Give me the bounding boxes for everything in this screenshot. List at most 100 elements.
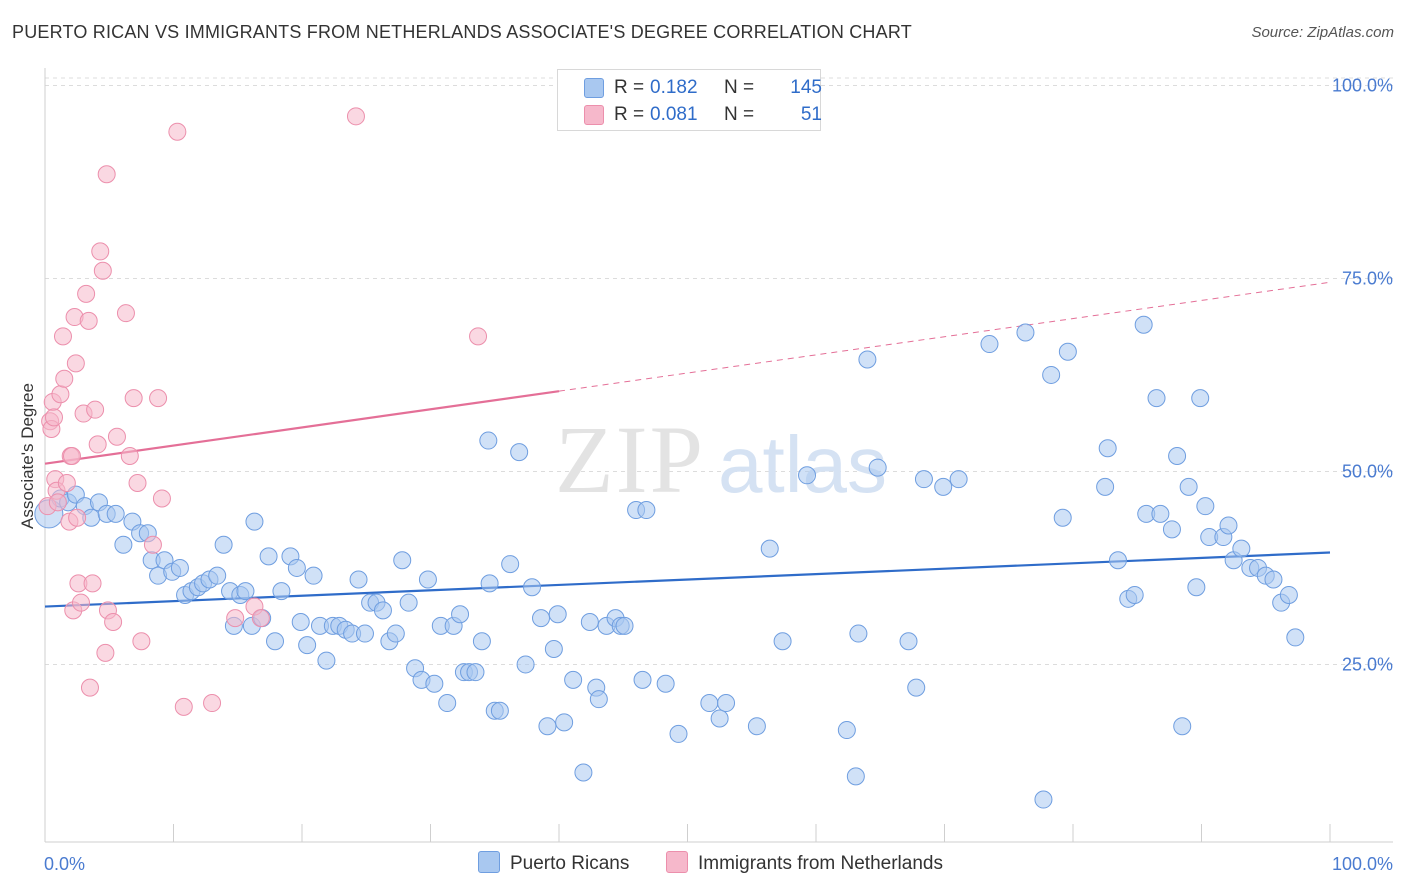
point-puerto-ricans bbox=[899, 632, 918, 651]
point-puerto-ricans bbox=[615, 616, 634, 635]
correlation-legend: R = 0.182 N = 145 R = 0.081 N = 51 bbox=[557, 69, 822, 131]
point-puerto-ricans bbox=[837, 721, 856, 740]
point-netherlands bbox=[203, 694, 222, 713]
point-puerto-ricans bbox=[355, 624, 374, 643]
point-netherlands bbox=[80, 678, 99, 697]
point-puerto-ricans bbox=[914, 470, 933, 489]
point-puerto-ricans bbox=[1279, 585, 1298, 604]
point-puerto-ricans bbox=[564, 670, 583, 689]
y-tick-label: 100.0% bbox=[1332, 75, 1393, 95]
point-puerto-ricans bbox=[516, 655, 535, 674]
point-netherlands bbox=[149, 389, 168, 408]
point-puerto-ricans bbox=[287, 558, 306, 577]
watermark-zip: ZIP bbox=[555, 406, 705, 513]
point-puerto-ricans bbox=[214, 535, 233, 554]
point-puerto-ricans bbox=[589, 690, 608, 709]
point-puerto-ricans bbox=[555, 713, 574, 732]
point-puerto-ricans bbox=[868, 458, 887, 477]
x-tick-label: 0.0% bbox=[44, 854, 85, 874]
point-puerto-ricans bbox=[373, 601, 392, 620]
point-netherlands bbox=[83, 574, 102, 593]
watermark: ZIP atlas bbox=[555, 406, 887, 513]
point-puerto-ricans bbox=[1042, 365, 1061, 384]
point-puerto-ricans bbox=[633, 670, 652, 689]
point-puerto-ricans bbox=[523, 578, 542, 597]
point-netherlands bbox=[168, 122, 187, 141]
point-puerto-ricans bbox=[849, 624, 868, 643]
point-puerto-ricans bbox=[1196, 497, 1215, 516]
point-netherlands bbox=[116, 304, 135, 323]
point-puerto-ricans bbox=[472, 632, 491, 651]
point-puerto-ricans bbox=[1034, 790, 1053, 809]
point-netherlands bbox=[71, 593, 90, 612]
n-value: 51 bbox=[800, 104, 822, 125]
point-puerto-ricans bbox=[538, 717, 557, 736]
point-netherlands bbox=[346, 107, 365, 126]
point-netherlands bbox=[132, 632, 151, 651]
point-netherlands bbox=[51, 385, 70, 404]
point-puerto-ricans bbox=[425, 674, 444, 693]
point-puerto-ricans bbox=[1191, 389, 1210, 408]
point-puerto-ricans bbox=[1168, 447, 1187, 465]
point-puerto-ricans bbox=[1016, 323, 1035, 342]
point-netherlands bbox=[469, 327, 488, 346]
point-puerto-ricans bbox=[298, 636, 317, 655]
point-puerto-ricans bbox=[1151, 504, 1170, 523]
point-netherlands bbox=[88, 435, 107, 454]
point-puerto-ricans bbox=[760, 539, 779, 558]
point-netherlands bbox=[91, 242, 110, 261]
legend-swatch-pink bbox=[584, 105, 604, 125]
point-puerto-ricans bbox=[1108, 551, 1127, 570]
point-puerto-ricans bbox=[259, 547, 278, 566]
point-puerto-ricans bbox=[934, 477, 953, 496]
point-puerto-ricans bbox=[700, 694, 719, 713]
point-puerto-ricans bbox=[1286, 628, 1305, 647]
point-netherlands bbox=[79, 311, 98, 330]
r-value: 0.182 bbox=[650, 77, 698, 98]
point-netherlands bbox=[48, 493, 67, 512]
point-puerto-ricans bbox=[451, 605, 470, 624]
point-netherlands bbox=[104, 612, 123, 631]
point-puerto-ricans bbox=[291, 612, 310, 631]
chart-title: PUERTO RICAN VS IMMIGRANTS FROM NETHERLA… bbox=[12, 22, 912, 42]
series-name: Immigrants from Netherlands bbox=[698, 853, 943, 874]
point-puerto-ricans bbox=[656, 674, 675, 693]
point-puerto-ricans bbox=[907, 678, 926, 697]
point-puerto-ricans bbox=[438, 694, 457, 713]
point-puerto-ricans bbox=[266, 632, 285, 651]
point-netherlands bbox=[62, 447, 81, 465]
point-puerto-ricans bbox=[980, 335, 999, 354]
point-netherlands bbox=[226, 609, 245, 628]
point-puerto-ricans bbox=[548, 605, 567, 624]
point-puerto-ricans bbox=[245, 512, 264, 531]
point-netherlands bbox=[97, 165, 116, 184]
point-puerto-ricans bbox=[106, 504, 125, 523]
point-netherlands bbox=[128, 474, 147, 493]
n-label: N = bbox=[724, 104, 755, 125]
point-puerto-ricans bbox=[1125, 585, 1144, 604]
point-netherlands bbox=[57, 474, 76, 493]
point-puerto-ricans bbox=[501, 555, 520, 574]
point-netherlands bbox=[53, 327, 72, 346]
point-puerto-ricans bbox=[399, 593, 418, 612]
series-name: Puerto Ricans bbox=[510, 853, 630, 874]
point-netherlands bbox=[44, 408, 63, 427]
x-tick-label: 100.0% bbox=[1332, 854, 1393, 874]
point-puerto-ricans bbox=[317, 651, 336, 670]
gridlines bbox=[45, 77, 1393, 665]
point-puerto-ricans bbox=[272, 582, 291, 601]
r-label: R = bbox=[614, 77, 645, 98]
point-netherlands bbox=[66, 354, 85, 373]
point-puerto-ricans bbox=[1147, 389, 1166, 408]
point-puerto-ricans bbox=[580, 612, 599, 631]
point-puerto-ricans bbox=[304, 566, 323, 585]
point-puerto-ricans bbox=[544, 640, 563, 658]
point-puerto-ricans bbox=[717, 694, 736, 713]
point-puerto-ricans bbox=[1162, 520, 1181, 539]
data-points bbox=[34, 107, 1305, 809]
point-netherlands bbox=[120, 447, 139, 465]
point-puerto-ricans bbox=[1219, 516, 1238, 535]
point-puerto-ricans bbox=[1053, 508, 1072, 527]
r-label: R = bbox=[614, 104, 645, 125]
